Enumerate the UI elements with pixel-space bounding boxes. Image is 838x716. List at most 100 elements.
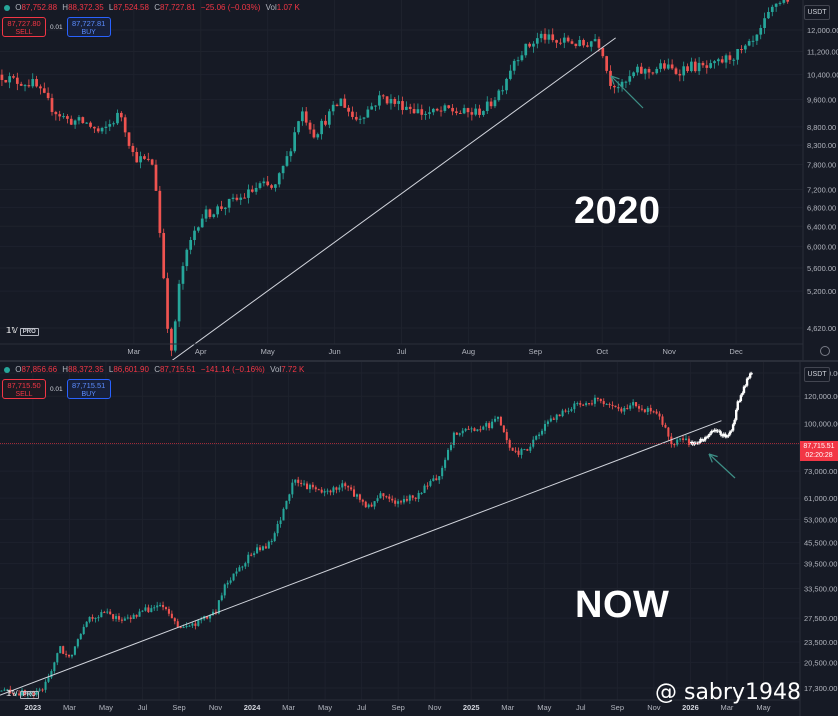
candle-body [126,617,129,619]
candle-body [397,501,400,504]
projection-candle [735,409,738,420]
candle-body [244,563,247,567]
y-tick-label: 7,800.00 [807,160,836,169]
candle-body [458,112,462,114]
currency-selector[interactable]: USDT [804,5,830,20]
candle-body [304,111,308,123]
candle-body [188,625,191,627]
candle-body [623,408,626,412]
trendline [0,420,722,696]
trade-buttons: 87,727.80 SELL 0.01 87,727.81 BUY [2,17,111,37]
candle-body [44,681,47,690]
candle-body [76,639,79,647]
candle-body [438,476,441,481]
x-tick-label: May [756,703,770,712]
candle-body [243,197,246,199]
y-tick-label: 100,000.00 [804,420,838,429]
candle-body [770,6,774,12]
candle-body [497,90,501,101]
candle-body [35,79,38,87]
candle-body [217,600,220,614]
candle-body [447,449,450,460]
candle-body [32,692,35,695]
candle-body [103,612,106,614]
candle-body [367,504,370,508]
candle-body [461,430,464,434]
candle-body [532,43,535,47]
x-tick-label: Jun [329,347,341,356]
y-tick-label: 6,000.00 [807,242,836,251]
projection-candle [747,377,750,379]
candle-body [620,408,623,412]
x-tick-label: Jul [357,703,367,712]
candle-body [358,494,361,500]
candle-body [147,607,150,613]
x-tick-label: Jul [576,703,586,712]
candle-body [316,134,320,138]
x-tick-label: Mar [720,703,733,712]
candle-body [394,500,397,504]
candle-body [197,620,200,626]
candle-body [120,619,123,621]
y-tick-label: 39,500.00 [804,560,837,569]
candle-body [344,483,347,487]
projection-candle [708,433,712,436]
candle-body [193,230,196,241]
buy-button[interactable]: 87,727.81 BUY [66,17,111,37]
price-chart-2020[interactable]: 12,000.00 11,200.00 10,400.00 9,600.00 8,800… [0,0,838,360]
projection-candle [711,430,715,432]
candle-body [154,164,158,191]
candle-body [279,520,282,525]
candle-body [414,497,417,499]
projection-candle [702,440,705,442]
candle-body [209,615,212,619]
candle-body [412,109,416,114]
candle-body [485,101,489,112]
price-chart-now[interactable]: 140,000.00120,000.00100,000.0087,000.007… [0,362,838,716]
candle-body [432,478,435,482]
candle-body [50,98,54,112]
candle-body [682,438,685,440]
candle-body [227,198,231,208]
tradingview-logo: 𝟙𝕍 PRO [6,689,39,699]
ohlc-readout: O87,752.88 H88,372.35 L87,524.58 C87,727… [4,3,303,12]
arrow-shaft [610,75,644,109]
candle-body [524,43,528,56]
candle-body [379,493,382,499]
candle-body [352,489,356,497]
sell-button[interactable]: 87,715.50 SELL [2,379,46,399]
x-tick-label: Mar [63,703,76,712]
projection-candle [705,437,708,439]
candle-body [370,504,373,507]
candle-body [626,408,629,410]
y-tick-label: 61,000.00 [804,494,837,503]
sell-button[interactable]: 87,727.80 SELL [2,17,46,37]
last-price-tag: 87,715.51 02:20:28 [800,441,838,461]
candle-body [774,3,778,7]
candle-body [117,616,121,620]
candle-body [586,45,589,47]
chart-panel-now: 140,000.00120,000.00100,000.0087,000.007… [0,362,838,716]
candle-body [559,42,562,44]
projection-candle [694,442,698,444]
candle-body [605,404,608,406]
candle-body [529,446,532,451]
price-axis-background [803,0,838,360]
candle-body [300,482,303,484]
candle-body [206,616,209,619]
candle-body [447,105,451,108]
candle-body [661,416,664,425]
candle-body [443,105,447,111]
settings-icon[interactable] [820,346,830,356]
candle-body [96,128,100,132]
buy-button[interactable]: 87,715.51 BUY [66,379,111,399]
candle-body [131,145,135,153]
candle-body [426,485,429,487]
candle-body [420,109,424,115]
currency-selector[interactable]: USDT [804,367,830,382]
candle-body [305,483,309,490]
y-tick-label: 8,800.00 [807,123,836,132]
candle-body [358,118,362,120]
candle-body [361,499,364,502]
candle-body [297,121,300,133]
